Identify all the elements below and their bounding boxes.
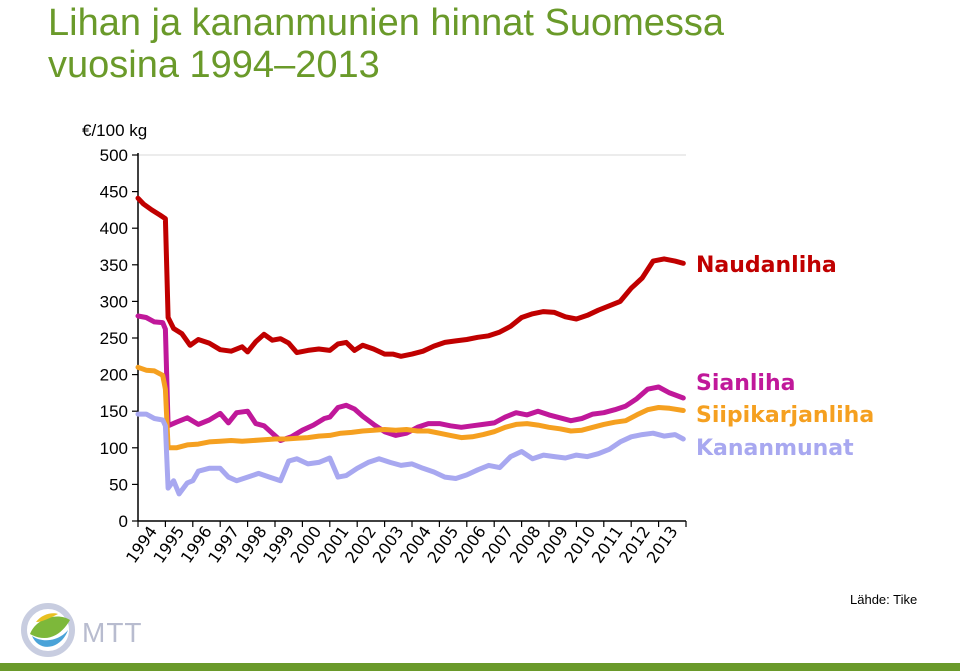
title-line-2: vuosina 1994–2013 <box>48 44 380 86</box>
series-label-siipikarjanliha: Siipikarjanliha <box>696 403 874 428</box>
series-line-siipikarjanliha <box>135 364 686 451</box>
series-line-sianliha <box>135 313 686 443</box>
series-lines <box>135 195 686 497</box>
series-label-naudanliha: Naudanliha <box>696 253 837 278</box>
logo-leaf-yellow <box>36 613 58 622</box>
line-chart: €/100 kg05010015020025030035040045050019… <box>82 121 874 567</box>
y-tick-label: 200 <box>100 366 128 385</box>
series-labels: Naudanliha Sianliha Siipikarjanliha Kananmu… <box>696 253 874 461</box>
y-tick-label: 50 <box>109 475 128 494</box>
logo-text: MTT <box>82 617 143 648</box>
y-tick-label: 150 <box>100 402 128 421</box>
title-line-1: Lihan ja kananmunien hinnat Suomessa <box>48 2 725 44</box>
y-tick-label: 300 <box>100 292 128 311</box>
chart-title: Lihan ja kananmunien hinnat Suomessa vuo… <box>48 2 724 86</box>
y-axis-label: €/100 kg <box>82 121 147 140</box>
logo-ring <box>21 603 75 657</box>
y-tick-label: 0 <box>119 512 128 531</box>
y-tick-label: 500 <box>100 146 128 165</box>
y-tick-label: 100 <box>100 439 128 458</box>
series-line-kananmunat <box>135 411 686 497</box>
y-tick-label: 400 <box>100 219 128 238</box>
y-tick-label: 250 <box>100 329 128 348</box>
logo-leaf-blue <box>32 630 68 647</box>
footer-bar <box>0 663 960 671</box>
logo-leaf-green <box>30 616 70 639</box>
x-tick-label: 2013 <box>643 522 682 566</box>
source-note: Lähde: Tike <box>850 592 918 607</box>
series-line-naudanliha <box>135 195 686 359</box>
mtt-logo: MTT <box>18 600 168 665</box>
series-label-sianliha: Sianliha <box>696 371 795 396</box>
y-tick-label: 450 <box>100 183 128 202</box>
series-label-kananmunat: Kananmunat <box>696 436 854 461</box>
y-tick-label: 350 <box>100 256 128 275</box>
axes: €/100 kg05010015020025030035040045050019… <box>82 121 687 567</box>
